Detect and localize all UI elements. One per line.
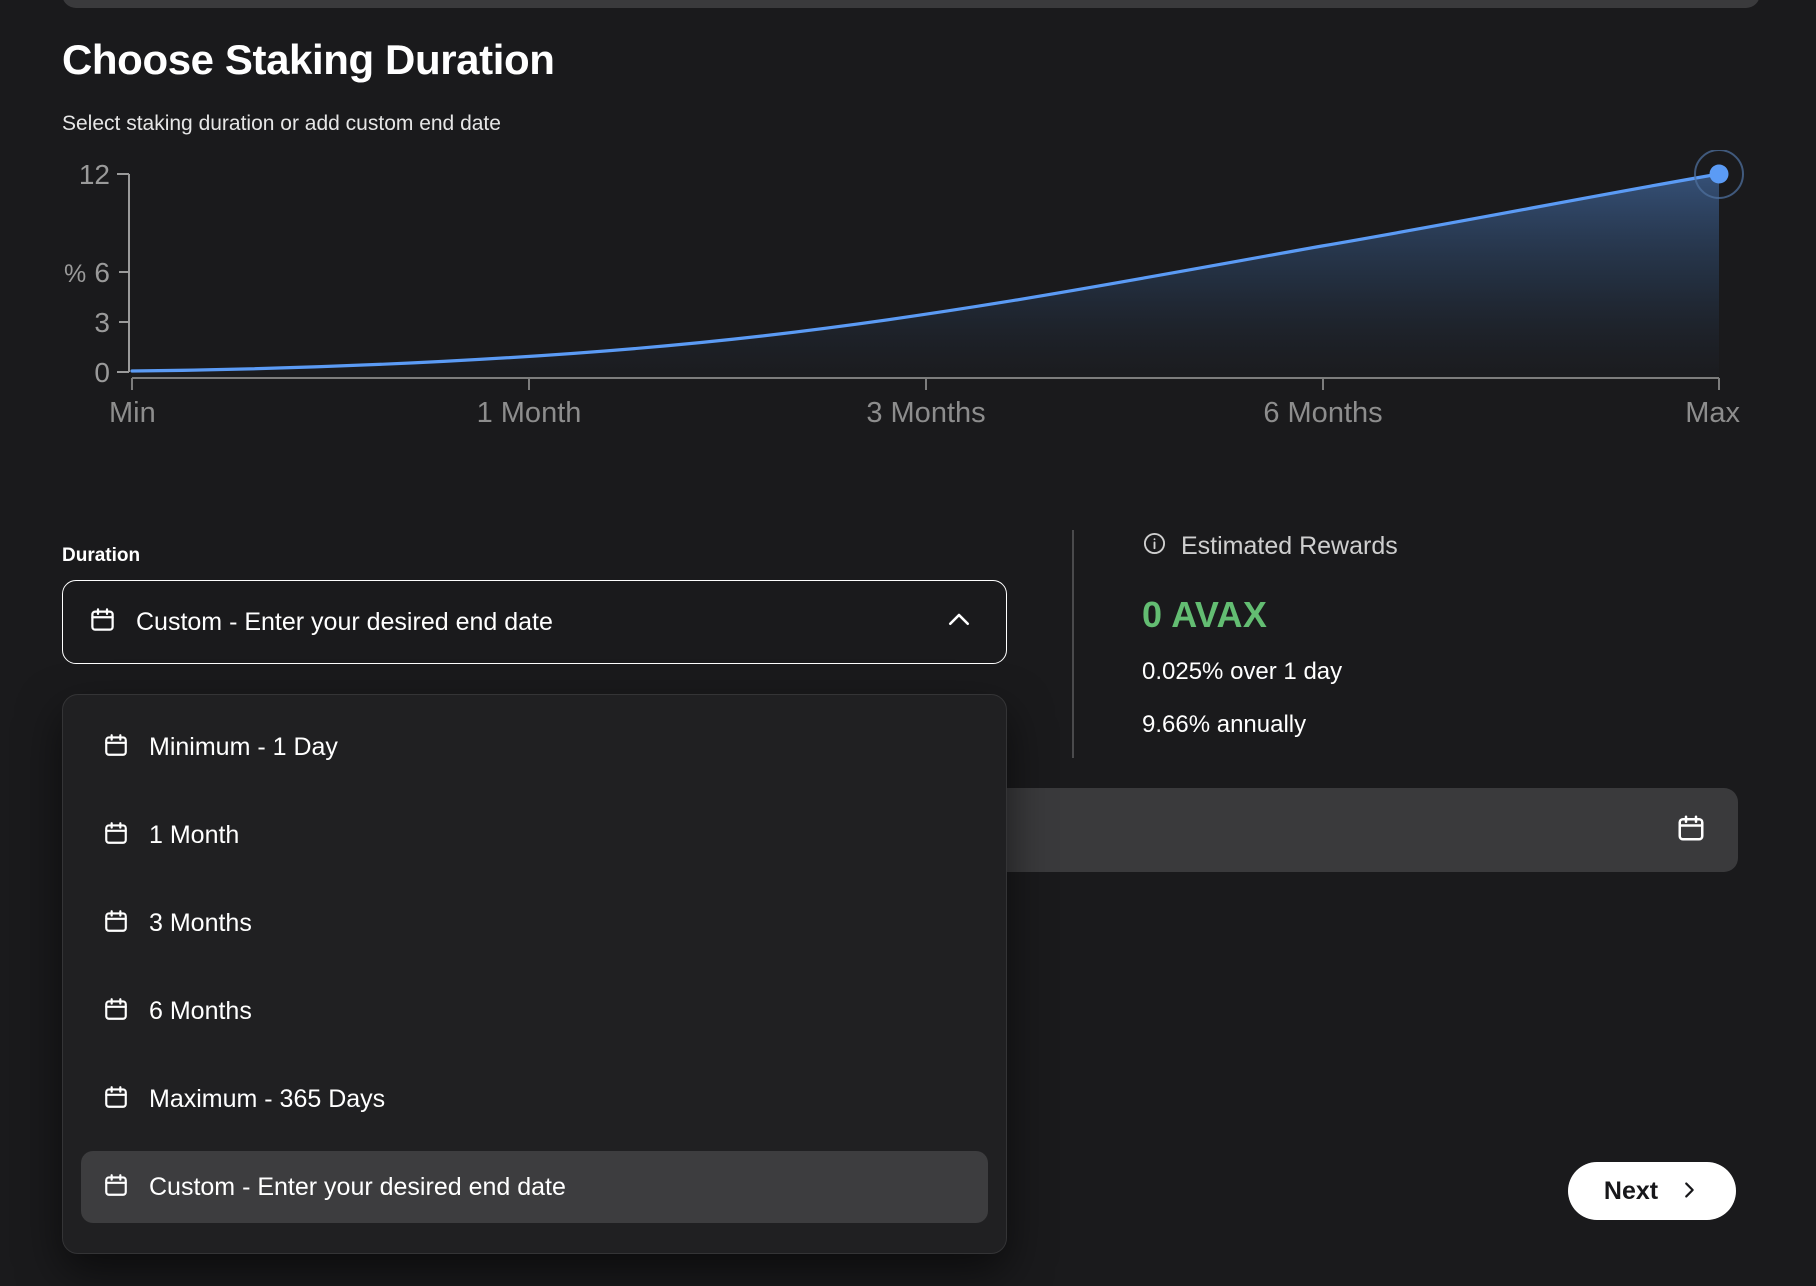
chart-area-fill bbox=[132, 174, 1719, 378]
rewards-period-rate: 0.025% over 1 day bbox=[1142, 658, 1343, 685]
chart-ytick-3: 3 bbox=[94, 307, 110, 338]
rewards-divider bbox=[1072, 530, 1074, 758]
calendar-icon bbox=[103, 820, 129, 851]
duration-option-1-month[interactable]: 1 Month bbox=[81, 799, 988, 871]
chart-xtick-min: Min bbox=[109, 397, 156, 429]
calendar-icon bbox=[103, 732, 129, 763]
calendar-icon bbox=[103, 1172, 129, 1203]
page-title: Choose Staking Duration bbox=[62, 36, 555, 83]
chart-xtick-max: Max bbox=[1685, 397, 1740, 429]
rewards-amount: 0 AVAX bbox=[1142, 594, 1268, 635]
chart-ytick-12: 12 bbox=[79, 159, 110, 190]
duration-option-custom[interactable]: Custom - Enter your desired end date bbox=[81, 1151, 988, 1223]
duration-select-trigger[interactable]: Custom - Enter your desired end date bbox=[62, 580, 1007, 664]
duration-dropdown-menu: Minimum - 1 Day 1 Month 3 Months 6 Month… bbox=[62, 694, 1007, 1254]
info-icon[interactable] bbox=[1142, 531, 1167, 561]
calendar-icon bbox=[103, 1084, 129, 1115]
duration-option-label: Minimum - 1 Day bbox=[149, 732, 338, 761]
chart-y-axis bbox=[117, 173, 130, 373]
duration-option-6-months[interactable]: 6 Months bbox=[81, 975, 988, 1047]
next-button[interactable]: Next bbox=[1568, 1162, 1736, 1220]
calendar-icon[interactable] bbox=[1676, 813, 1706, 848]
duration-label: Duration bbox=[62, 545, 141, 566]
calendar-icon bbox=[103, 996, 129, 1027]
chart-x-axis bbox=[131, 377, 1720, 390]
chart-ytick-6: 6 bbox=[94, 257, 110, 288]
duration-option-3-months[interactable]: 3 Months bbox=[81, 887, 988, 959]
page-subtitle: Select staking duration or add custom en… bbox=[62, 112, 501, 135]
chart-xtick-6-months: 6 Months bbox=[1263, 397, 1382, 429]
duration-option-label: 6 Months bbox=[149, 996, 252, 1025]
rewards-heading: Estimated Rewards bbox=[1181, 531, 1398, 560]
chart-xtick-1-month: 1 Month bbox=[477, 397, 582, 429]
chart-ytick-0: 0 bbox=[94, 357, 110, 388]
duration-select-value: Custom - Enter your desired end date bbox=[136, 607, 553, 636]
duration-option-label: 3 Months bbox=[149, 908, 252, 937]
chart-line bbox=[130, 172, 1721, 373]
calendar-icon bbox=[103, 908, 129, 939]
chevron-up-icon[interactable] bbox=[944, 605, 974, 640]
duration-option-label: Custom - Enter your desired end date bbox=[149, 1172, 566, 1201]
chart-endpoint-ring bbox=[1694, 150, 1744, 199]
chart-endpoint-dot[interactable] bbox=[1709, 164, 1729, 184]
rewards-annual-rate: 9.66% annually bbox=[1142, 711, 1307, 738]
chart-xtick-3-months: 3 Months bbox=[866, 397, 985, 429]
rewards-heading-row: Estimated Rewards bbox=[1142, 531, 1398, 561]
card-top-edge bbox=[62, 0, 1760, 8]
duration-option-maximum-365-days[interactable]: Maximum - 365 Days bbox=[81, 1063, 988, 1135]
duration-option-label: 1 Month bbox=[149, 820, 240, 849]
chart-yaxis-unit: % bbox=[64, 260, 86, 288]
duration-option-label: Maximum - 365 Days bbox=[149, 1084, 386, 1113]
calendar-icon bbox=[89, 606, 116, 638]
chevron-right-icon bbox=[1678, 1179, 1700, 1204]
duration-option-minimum-1-day[interactable]: Minimum - 1 Day bbox=[81, 711, 988, 783]
custom-end-date-field[interactable] bbox=[980, 788, 1738, 872]
next-button-label: Next bbox=[1603, 1176, 1659, 1205]
staking-apy-chart: 12 6 3 0 % Min 1 Month 3 Months 6 Months… bbox=[62, 150, 1760, 450]
